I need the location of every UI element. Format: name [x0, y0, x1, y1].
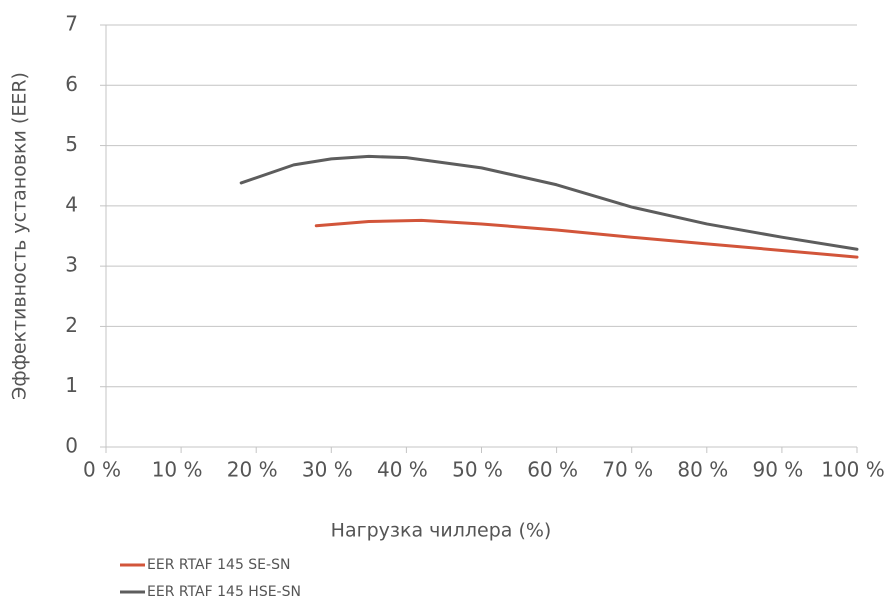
x-tick-label: 40 % [377, 458, 428, 482]
y-tick-label: 1 [65, 373, 78, 397]
y-tick-label: 2 [65, 313, 78, 337]
x-tick-label: 0 % [83, 458, 121, 482]
y-tick-label: 5 [65, 132, 78, 156]
x-tick-label: 20 % [227, 458, 278, 482]
y-tick-label: 3 [65, 253, 78, 277]
y-tick-label: 4 [65, 192, 78, 216]
series-line [239, 154, 859, 251]
x-tick-label: 50 % [452, 458, 503, 482]
legend-label: EER RTAF 145 HSE-SN [147, 584, 301, 600]
x-tick-label: 80 % [677, 458, 728, 482]
y-axis-label: Эффективность установки (EER) [9, 72, 31, 400]
y-tick-label: 6 [65, 72, 78, 96]
x-tick-label: 100 % [821, 458, 885, 482]
x-tick-label: 30 % [302, 458, 353, 482]
x-tick-label: 70 % [602, 458, 653, 482]
x-tick-label: 60 % [527, 458, 578, 482]
y-tick-label: 0 [65, 434, 78, 458]
x-axis-label: Нагрузка чиллера (%) [331, 520, 552, 542]
series-line [314, 218, 859, 259]
x-tick-label: 90 % [752, 458, 803, 482]
y-tick-label: 7 [65, 12, 78, 36]
x-tick-label: 10 % [152, 458, 203, 482]
legend-label: EER RTAF 145 SE-SN [147, 557, 290, 573]
